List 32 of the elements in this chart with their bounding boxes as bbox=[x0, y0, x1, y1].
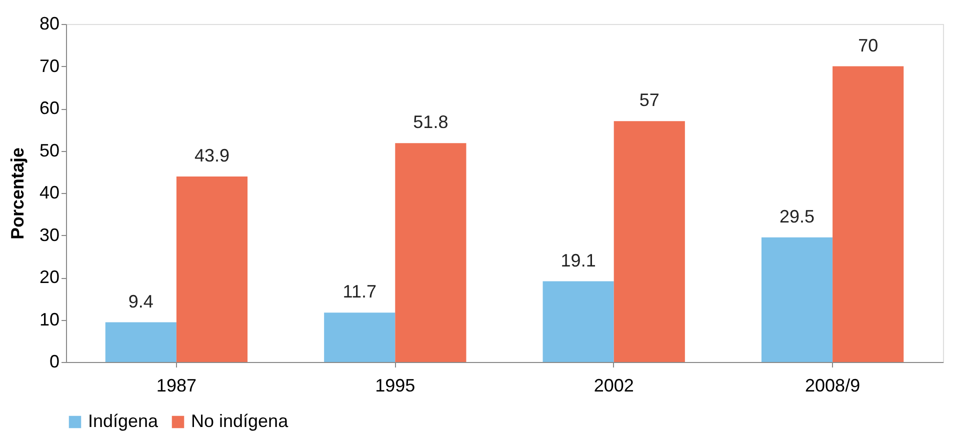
bar bbox=[542, 281, 614, 362]
data-label: 43.9 bbox=[194, 146, 230, 166]
y-tick-label: 30 bbox=[39, 224, 60, 245]
x-tick-label: 2002 bbox=[594, 376, 634, 396]
x-tick-label: 1995 bbox=[375, 376, 416, 396]
bar bbox=[832, 66, 904, 362]
y-tick-label: 10 bbox=[39, 309, 60, 330]
y-tick-label: 40 bbox=[39, 182, 60, 202]
data-label: 9.4 bbox=[128, 291, 154, 312]
y-tick-label: 50 bbox=[39, 140, 60, 160]
bar bbox=[176, 176, 248, 362]
bar bbox=[105, 322, 176, 362]
data-label: 70 bbox=[858, 35, 878, 56]
y-tick-label: 0 bbox=[49, 352, 60, 372]
legend-label: No indígena bbox=[191, 411, 290, 431]
bar bbox=[395, 143, 466, 362]
data-label: 19.1 bbox=[560, 250, 596, 270]
x-tick-label: 2008/9 bbox=[805, 376, 860, 396]
bar bbox=[324, 312, 396, 362]
y-tick-label: 60 bbox=[39, 98, 60, 118]
y-tick-label: 20 bbox=[39, 267, 60, 287]
legend-label: Indígena bbox=[88, 411, 160, 431]
bar bbox=[761, 237, 833, 362]
data-label: 57 bbox=[639, 90, 660, 110]
x-tick-label: 1987 bbox=[156, 376, 196, 396]
data-label: 51.8 bbox=[413, 112, 448, 132]
y-axis-title: Porcentaje bbox=[7, 147, 28, 240]
data-label: 29.5 bbox=[779, 206, 815, 226]
y-tick-label: 70 bbox=[39, 56, 60, 76]
data-label: 11.7 bbox=[342, 282, 376, 302]
bar bbox=[614, 121, 685, 362]
y-tick-label: 80 bbox=[39, 14, 60, 34]
